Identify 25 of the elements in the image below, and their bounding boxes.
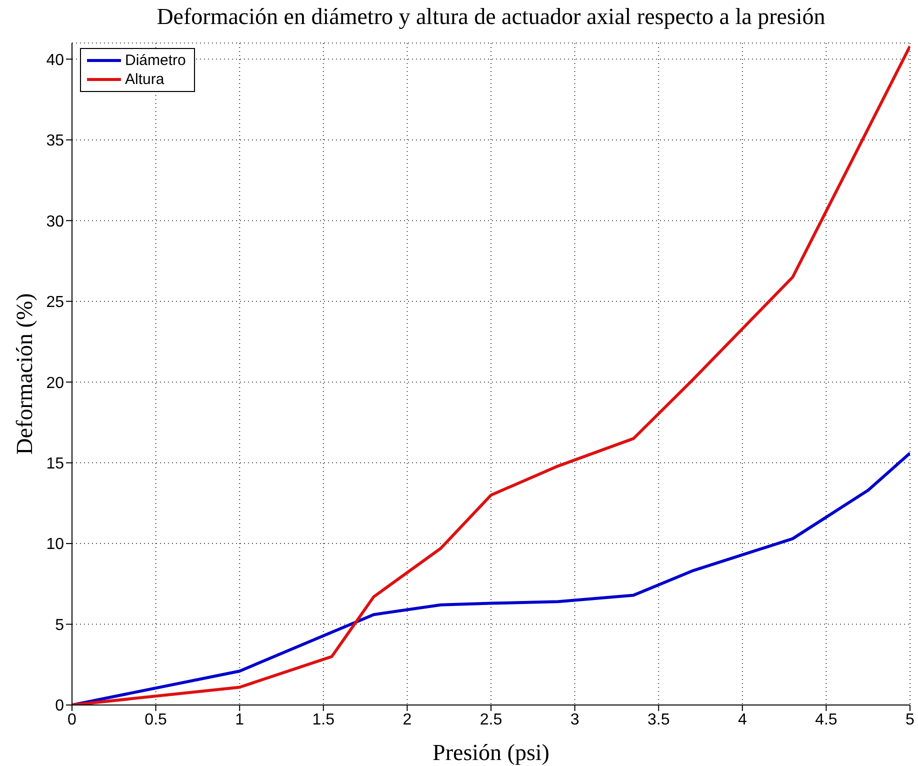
y-axis-title: Deformación (%): [12, 293, 38, 455]
x-tick-label: 5: [906, 711, 915, 728]
chart-title: Deformación en diámetro y altura de actuador axial respecto a la presión: [156, 4, 826, 30]
y-tick-label: 35: [46, 132, 64, 150]
y-tick-label: 30: [46, 213, 64, 230]
x-tick-label: 0.5: [144, 711, 168, 728]
y-tick-label: 20: [46, 374, 64, 392]
y-tick-label: 0: [55, 698, 64, 715]
y-tick-label: 25: [46, 294, 64, 312]
x-tick-label: 2.5: [480, 711, 502, 728]
x-tick-label: 2: [402, 711, 412, 728]
x-tick-label: 1.5: [312, 711, 335, 728]
x-tick-label: 1: [235, 711, 244, 728]
x-tick-label: 3: [570, 711, 580, 728]
x-axis-title: Presión (psi): [432, 740, 550, 765]
x-tick-label: 3.5: [647, 711, 670, 728]
y-tick-label: 40: [46, 52, 64, 69]
legend-label: Diámetro: [125, 52, 186, 69]
y-tick-label: 5: [55, 616, 64, 634]
x-tick-label: 4: [738, 711, 747, 728]
legend-label: Altura: [125, 71, 164, 88]
y-tick-label: 15: [46, 455, 64, 472]
y-tick-label: 10: [46, 536, 64, 554]
x-tick-label: 4.5: [815, 711, 838, 728]
x-tick-label: 0: [68, 711, 77, 728]
